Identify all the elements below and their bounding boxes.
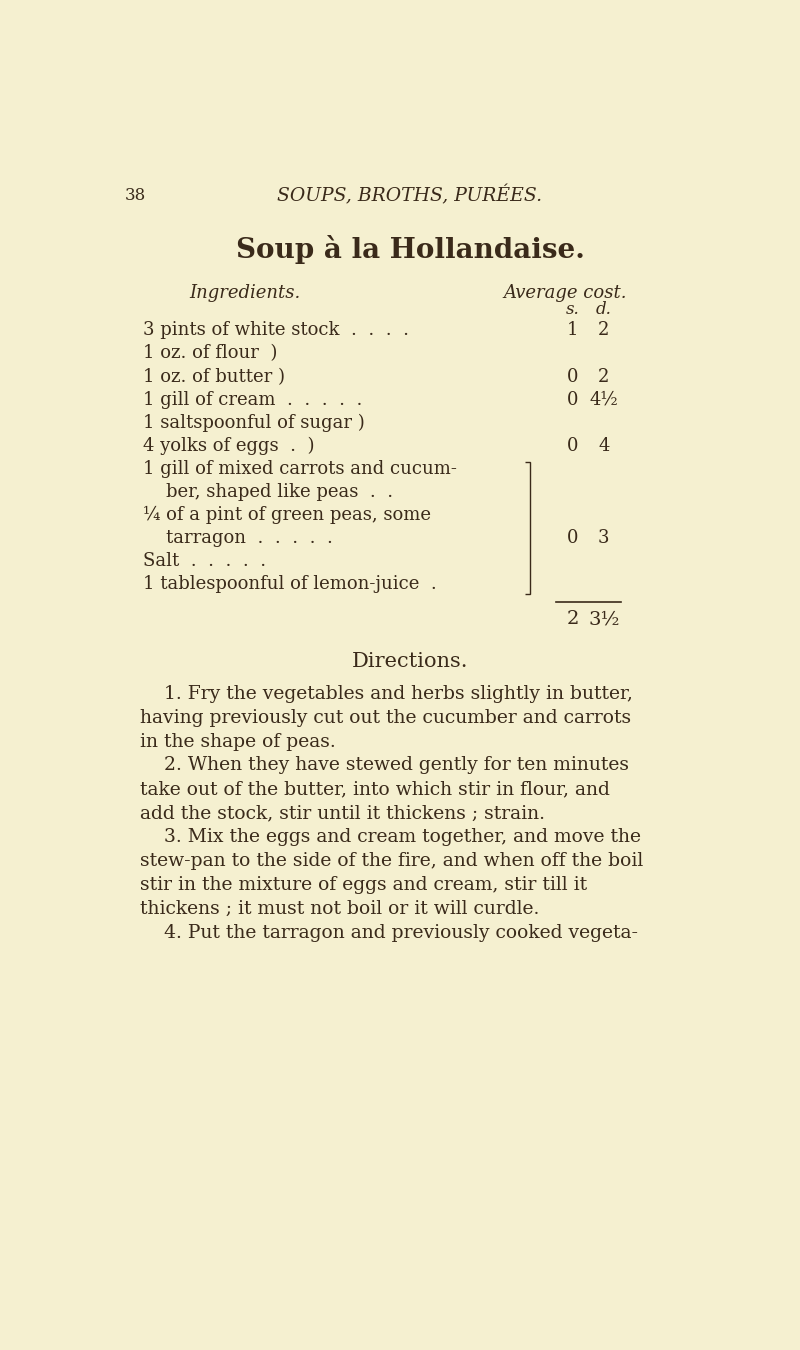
Text: 1 gill of cream  .  .  .  .  .: 1 gill of cream . . . . . bbox=[142, 390, 362, 409]
Text: ¼ of a pint of green peas, some: ¼ of a pint of green peas, some bbox=[142, 506, 430, 524]
Text: 2. When they have stewed gently for ten minutes: 2. When they have stewed gently for ten … bbox=[140, 756, 630, 775]
Text: stir in the mixture of eggs and cream, stir till it: stir in the mixture of eggs and cream, s… bbox=[140, 876, 587, 894]
Text: 1. Fry the vegetables and herbs slightly in butter,: 1. Fry the vegetables and herbs slightly… bbox=[140, 684, 633, 703]
Text: 3: 3 bbox=[598, 529, 610, 547]
Text: 4½: 4½ bbox=[590, 390, 618, 409]
Text: 1 saltspoonful of sugar ): 1 saltspoonful of sugar ) bbox=[142, 414, 364, 432]
Text: thickens ; it must not boil or it will curdle.: thickens ; it must not boil or it will c… bbox=[140, 899, 540, 918]
Text: 4. Put the tarragon and previously cooked vegeta-: 4. Put the tarragon and previously cooke… bbox=[140, 923, 638, 941]
Text: 4 yolks of eggs  .  ): 4 yolks of eggs . ) bbox=[142, 437, 314, 455]
Text: in the shape of peas.: in the shape of peas. bbox=[140, 733, 336, 751]
Text: 3. Mix the eggs and cream together, and move the: 3. Mix the eggs and cream together, and … bbox=[140, 828, 642, 846]
Text: 4: 4 bbox=[598, 437, 610, 455]
Text: tarragon  .  .  .  .  .: tarragon . . . . . bbox=[142, 529, 333, 547]
Text: Directions.: Directions. bbox=[352, 652, 468, 671]
Text: 1 gill of mixed carrots and cucum-: 1 gill of mixed carrots and cucum- bbox=[142, 460, 457, 478]
Text: 1 oz. of butter ): 1 oz. of butter ) bbox=[142, 367, 285, 386]
Text: 0: 0 bbox=[567, 437, 578, 455]
Text: Average cost.: Average cost. bbox=[503, 284, 626, 301]
Text: 1: 1 bbox=[567, 321, 578, 339]
Text: 1 tablespoonful of lemon-juice  .: 1 tablespoonful of lemon-juice . bbox=[142, 575, 436, 594]
Text: 3½: 3½ bbox=[588, 610, 619, 628]
Text: having previously cut out the cucumber and carrots: having previously cut out the cucumber a… bbox=[140, 709, 631, 726]
Text: 0: 0 bbox=[567, 367, 578, 386]
Text: s.: s. bbox=[566, 301, 580, 317]
Text: 38: 38 bbox=[125, 186, 146, 204]
Text: Salt  .  .  .  .  .: Salt . . . . . bbox=[142, 552, 266, 571]
Text: 3 pints of white stock  .  .  .  .: 3 pints of white stock . . . . bbox=[142, 321, 409, 339]
Text: 1 oz. of flour  ): 1 oz. of flour ) bbox=[142, 344, 277, 363]
Text: Soup à la Hollandaise.: Soup à la Hollandaise. bbox=[235, 235, 585, 265]
Text: 2: 2 bbox=[598, 367, 610, 386]
Text: stew-pan to the side of the fire, and when off the boil: stew-pan to the side of the fire, and wh… bbox=[140, 852, 643, 869]
Text: 2: 2 bbox=[598, 321, 610, 339]
Text: Ingredients.: Ingredients. bbox=[189, 284, 300, 301]
Text: take out of the butter, into which stir in flour, and: take out of the butter, into which stir … bbox=[140, 780, 610, 798]
Text: SOUPS, BROTHS, PURÉES.: SOUPS, BROTHS, PURÉES. bbox=[278, 185, 542, 205]
Text: add the stock, stir until it thickens ; strain.: add the stock, stir until it thickens ; … bbox=[140, 805, 546, 822]
Text: ber, shaped like peas  .  .: ber, shaped like peas . . bbox=[142, 483, 393, 501]
Text: 0: 0 bbox=[567, 529, 578, 547]
Text: 0: 0 bbox=[567, 390, 578, 409]
Text: d.: d. bbox=[596, 301, 612, 317]
Text: 2: 2 bbox=[566, 610, 579, 628]
